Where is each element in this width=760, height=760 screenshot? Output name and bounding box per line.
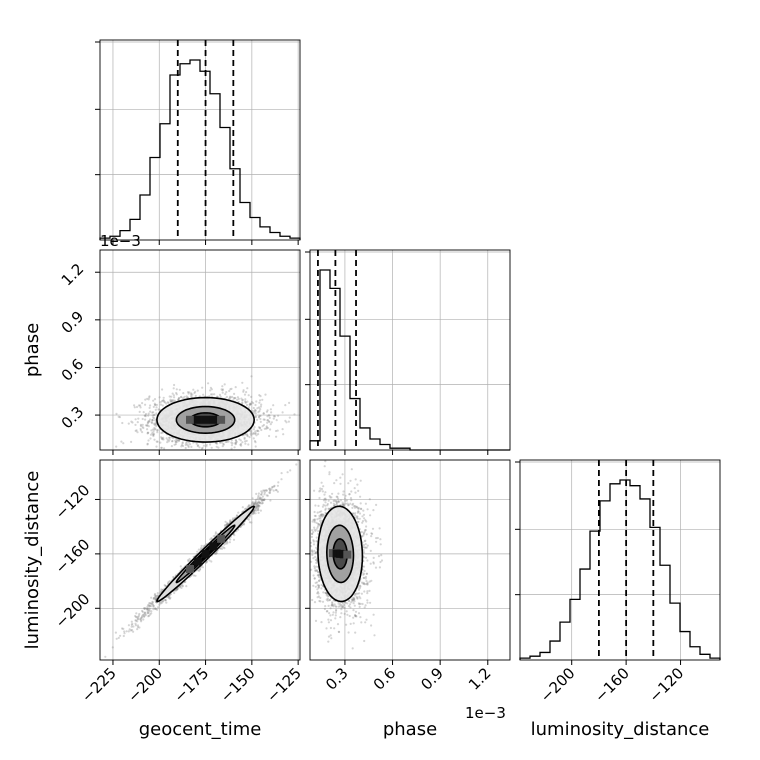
ylabel-luminosity_distance: luminosity_distance [22,471,43,650]
offset-text-phase-y: 1e−3 [100,232,141,250]
ylabel-phase: phase [22,323,43,377]
density-core-phase_vs_geocent_time [186,415,226,424]
tick-label-x-phase-1: 0.6 [370,664,400,694]
hist-frame-geocent_time [99,39,301,241]
offset-text-phase-x: 1e−3 [465,704,506,722]
tick-label-y-luminosity_distance-0: −200 [52,590,94,632]
density-core-luminosity_distance_vs_geocent_time [186,534,226,573]
tick-label-y-luminosity_distance-1: −160 [52,535,94,577]
histogram-phase [309,269,510,451]
tick-label-x-luminosity_distance-1: −160 [591,664,633,706]
frame-luminosity_distance_vs_phase [309,459,511,661]
hist-frame-luminosity_distance [519,459,721,661]
histogram-luminosity_distance [519,479,721,660]
density-core-luminosity_distance_vs_phase [329,549,352,559]
tick-label-x-luminosity_distance-0: −200 [537,664,579,706]
tick-label-x-luminosity_distance-2: −120 [646,664,688,706]
xlabel-phase: phase [383,719,437,740]
frame-luminosity_distance_vs_geocent_time [99,459,301,661]
frame-phase_vs_geocent_time [99,249,301,451]
tick-label-x-geocent_time-3: −150 [217,664,259,706]
tick-label-y-phase-0: 0.3 [58,403,88,433]
tick-label-x-phase-0: 0.3 [322,664,352,694]
tick-label-y-luminosity_distance-2: −120 [52,481,94,523]
hist-frame-phase [309,249,511,451]
tick-label-x-geocent_time-2: −175 [171,664,213,706]
panels: 0.30.60.91.2−225 −200 −175 −150 −125−200−160… [52,39,721,706]
tick-label-x-phase-2: 0.9 [417,664,447,694]
tick-label-x-phase-3: 1.2 [465,664,495,694]
tick-label-y-phase-1: 0.6 [58,355,88,385]
tick-label-x-geocent_time-0: −225 [78,664,120,706]
histogram-geocent_time [99,59,301,240]
tick-label-y-phase-2: 0.9 [58,308,88,338]
tick-label-x-geocent_time-4: −125 [263,664,305,706]
xlabel-luminosity_distance: luminosity_distance [531,719,710,740]
tick-label-y-phase-3: 1.2 [58,260,88,290]
tick-label-x-geocent_time-1: −200 [124,664,166,706]
xlabel-geocent_time: geocent_time [139,719,262,740]
